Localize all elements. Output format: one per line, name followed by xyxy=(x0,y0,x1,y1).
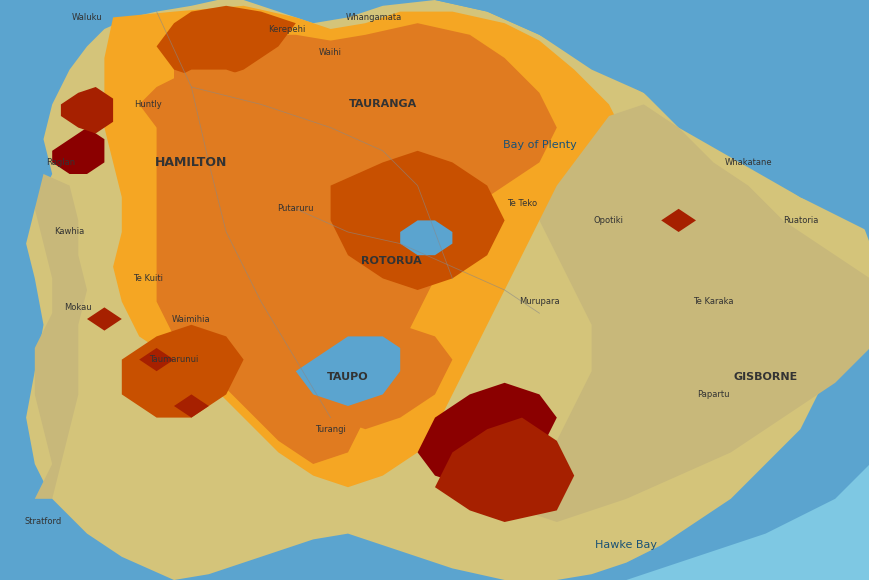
Text: Huntly: Huntly xyxy=(134,100,162,109)
Polygon shape xyxy=(660,209,695,232)
Text: Te Kuiti: Te Kuiti xyxy=(133,274,163,283)
Polygon shape xyxy=(26,0,869,580)
Polygon shape xyxy=(521,104,869,522)
Text: Waihi: Waihi xyxy=(319,48,342,57)
Text: Raglan: Raglan xyxy=(46,158,76,167)
Polygon shape xyxy=(156,23,556,464)
Text: Putaruru: Putaruru xyxy=(277,204,314,213)
Text: Bay of Plenty: Bay of Plenty xyxy=(502,140,575,150)
Text: Taumarunui: Taumarunui xyxy=(149,355,198,364)
Text: Turangi: Turangi xyxy=(315,425,346,434)
Polygon shape xyxy=(87,307,122,331)
Polygon shape xyxy=(139,348,174,371)
Polygon shape xyxy=(417,383,556,487)
Text: HAMILTON: HAMILTON xyxy=(155,156,228,169)
Text: Whangamata: Whangamata xyxy=(346,13,401,22)
Polygon shape xyxy=(156,6,295,81)
Polygon shape xyxy=(556,464,869,580)
Text: Whakatane: Whakatane xyxy=(724,158,771,167)
Text: Waimihia: Waimihia xyxy=(172,314,210,324)
Text: Opotiki: Opotiki xyxy=(594,216,623,225)
Text: Papartu: Papartu xyxy=(696,390,729,399)
Polygon shape xyxy=(61,87,113,133)
Polygon shape xyxy=(295,336,400,406)
Text: Hawke Bay: Hawke Bay xyxy=(594,540,657,550)
Text: Waluku: Waluku xyxy=(71,13,103,22)
Polygon shape xyxy=(139,70,278,139)
Polygon shape xyxy=(330,151,504,290)
Text: Kawhia: Kawhia xyxy=(55,227,84,237)
Polygon shape xyxy=(434,418,574,522)
Polygon shape xyxy=(122,325,243,418)
Text: Kerepehi: Kerepehi xyxy=(269,24,305,34)
Polygon shape xyxy=(174,394,209,418)
Text: Te Teko: Te Teko xyxy=(507,198,536,208)
Polygon shape xyxy=(52,128,104,174)
Text: Ruatoria: Ruatoria xyxy=(782,216,817,225)
Text: TAUPO: TAUPO xyxy=(327,372,368,382)
Text: TAURANGA: TAURANGA xyxy=(348,99,416,110)
Text: Stratford: Stratford xyxy=(25,517,62,527)
Polygon shape xyxy=(434,0,869,232)
Polygon shape xyxy=(35,174,87,499)
Text: Murupara: Murupara xyxy=(519,297,559,306)
Text: Mokau: Mokau xyxy=(64,303,92,312)
Polygon shape xyxy=(400,220,452,255)
Text: GISBORNE: GISBORNE xyxy=(733,372,797,382)
Polygon shape xyxy=(278,313,452,429)
Polygon shape xyxy=(104,6,626,487)
Text: ROTORUA: ROTORUA xyxy=(361,256,421,266)
Text: Te Karaka: Te Karaka xyxy=(693,297,733,306)
